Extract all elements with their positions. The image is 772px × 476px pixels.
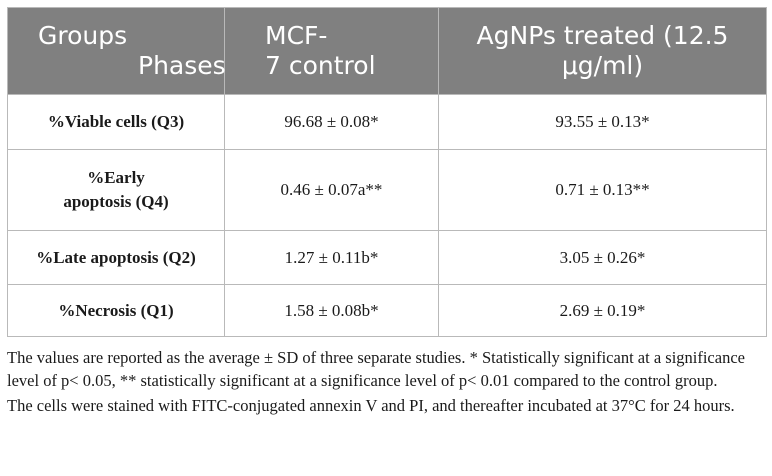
footnote-statistics: The values are reported as the average ±…	[7, 348, 745, 390]
treated-value: 3.05 ± 0.26*	[438, 230, 767, 285]
control-column-header: MCF- 7 control	[224, 7, 439, 95]
table-row: %Viable cells (Q3) 96.68 ± 0.08* 93.55 ±…	[7, 94, 767, 150]
row-label: %Necrosis (Q1)	[7, 284, 225, 337]
treated-value: 2.69 ± 0.19*	[438, 284, 767, 337]
table-footnotes: The values are reported as the average ±…	[7, 346, 767, 419]
control-value: 96.68 ± 0.08*	[224, 94, 439, 150]
phases-label: Phases	[138, 51, 226, 80]
treated-value: 0.71 ± 0.13**	[438, 149, 767, 231]
footnote-method: The cells were stained with FITC-conjuga…	[7, 396, 735, 415]
control-value: 0.46 ± 0.07a**	[224, 149, 439, 231]
control-value: 1.27 ± 0.11b*	[224, 230, 439, 285]
results-table: Groups Phases MCF- 7 control AgNPs treat…	[7, 7, 767, 337]
treated-value: 93.55 ± 0.13*	[438, 94, 767, 150]
corner-header: Groups Phases	[7, 7, 226, 95]
row-label: %Late apoptosis (Q2)	[7, 230, 225, 285]
table-row: %Necrosis (Q1) 1.58 ± 0.08b* 2.69 ± 0.19…	[7, 284, 767, 337]
treated-column-header: AgNPs treated (12.5 μg/ml)	[438, 7, 767, 95]
row-label: %Early apoptosis (Q4)	[7, 149, 225, 231]
groups-label: Groups	[38, 21, 128, 50]
row-label: %Viable cells (Q3)	[7, 94, 225, 150]
table-row: %Early apoptosis (Q4) 0.46 ± 0.07a** 0.7…	[7, 149, 767, 231]
table-row: %Late apoptosis (Q2) 1.27 ± 0.11b* 3.05 …	[7, 230, 767, 285]
control-value: 1.58 ± 0.08b*	[224, 284, 439, 337]
table-header-row: Groups Phases MCF- 7 control AgNPs treat…	[7, 7, 767, 95]
